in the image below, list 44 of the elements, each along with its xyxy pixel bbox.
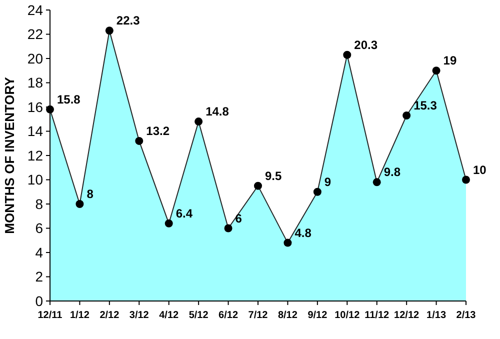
y-tick-label: 22 bbox=[27, 26, 44, 42]
data-label: 4.8 bbox=[294, 226, 312, 240]
x-tick-label: 1/12 bbox=[70, 310, 90, 321]
y-tick-label: 20 bbox=[27, 50, 44, 66]
y-tick-label: 8 bbox=[35, 196, 44, 212]
y-tick-label: 12 bbox=[27, 147, 44, 164]
x-tick-label: 9/12 bbox=[308, 310, 328, 321]
y-tick-label: 0 bbox=[35, 292, 44, 309]
data-label: 20.3 bbox=[354, 38, 378, 52]
y-tick-label: 2 bbox=[35, 268, 44, 285]
data-label: 6.4 bbox=[176, 206, 193, 220]
x-tick-label: 3/12 bbox=[129, 310, 150, 321]
data-label: 15.3 bbox=[414, 98, 438, 112]
x-tick-label: 2/13 bbox=[456, 310, 476, 321]
x-tick-label: 12/11 bbox=[38, 310, 63, 321]
data-label: 9.8 bbox=[384, 165, 401, 180]
y-axis-title: MONTHS OF INVENTORY bbox=[2, 76, 17, 234]
y-tick-label: 10 bbox=[27, 172, 44, 188]
data-label: 14.8 bbox=[206, 104, 230, 119]
x-tick-label: 10/12 bbox=[334, 310, 360, 321]
y-tick-label: 4 bbox=[35, 244, 44, 260]
x-tick-label: 8/12 bbox=[278, 310, 298, 321]
x-tick-label: 4/12 bbox=[159, 310, 180, 321]
x-tick-label: 1/13 bbox=[426, 310, 446, 321]
data-label: 15.8 bbox=[57, 92, 81, 106]
data-label: 9.5 bbox=[265, 168, 282, 183]
y-tick-label: 6 bbox=[35, 220, 44, 236]
y-tick-label: 18 bbox=[27, 74, 44, 91]
x-tick-label: 6/12 bbox=[218, 310, 238, 321]
data-label: 6 bbox=[235, 211, 242, 226]
x-tick-label: 2/12 bbox=[100, 310, 120, 321]
data-label: 10 bbox=[473, 162, 487, 177]
data-label: 9 bbox=[324, 174, 332, 189]
x-tick-label: 5/12 bbox=[188, 310, 209, 321]
x-tick-label: 12/12 bbox=[394, 310, 420, 321]
x-tick-label: 7/12 bbox=[248, 310, 268, 321]
y-tick-label: 16 bbox=[27, 98, 44, 115]
x-tick-label: 11/12 bbox=[364, 310, 390, 321]
y-tick-label: 24 bbox=[27, 2, 44, 18]
data-label: 8 bbox=[86, 187, 94, 201]
data-label: 19 bbox=[443, 54, 457, 68]
data-label: 22.3 bbox=[116, 14, 140, 28]
y-tick-label: 14 bbox=[27, 123, 44, 140]
data-label: 13.2 bbox=[146, 124, 170, 138]
